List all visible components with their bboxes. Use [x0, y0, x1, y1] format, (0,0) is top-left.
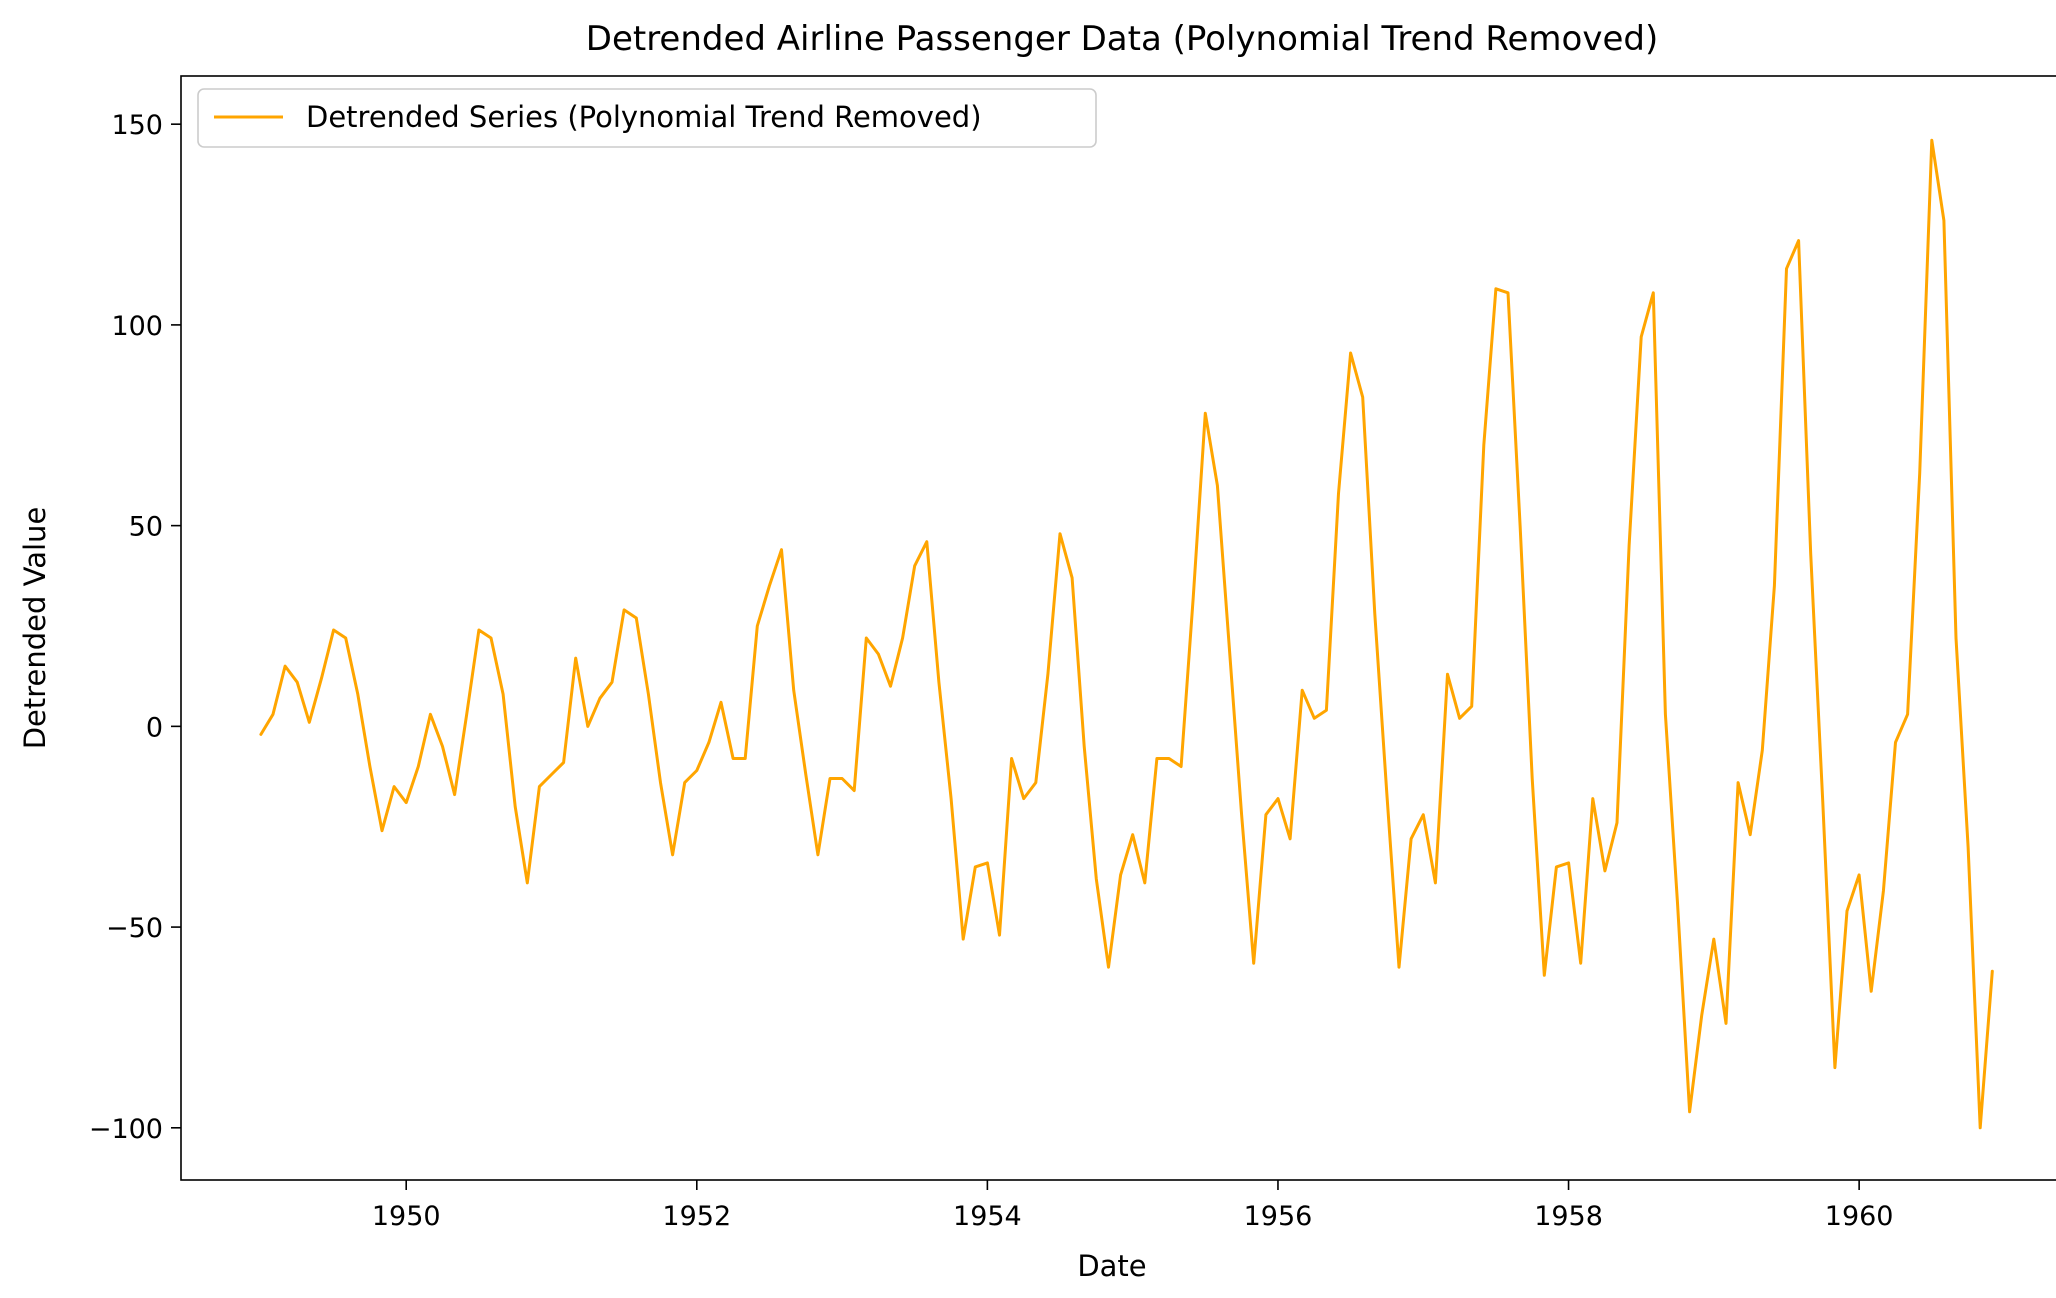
y-tick-label: 0: [146, 712, 163, 743]
x-tick-label: 1956: [1244, 1201, 1313, 1232]
x-tick-label: 1960: [1825, 1201, 1894, 1232]
legend-box: [197, 88, 1097, 148]
series-line: [259, 138, 1994, 1130]
chart-title: Detrended Airline Passenger Data (Polyno…: [586, 19, 1658, 59]
y-tick-label: 50: [129, 512, 163, 543]
x-tick-label: 1950: [372, 1201, 441, 1232]
y-tick-label: 150: [111, 110, 163, 141]
legend-label: Detrended Series (Polynomial Trend Remov…: [306, 100, 982, 134]
y-axis: −100 −50 0 50 100 150: [89, 110, 181, 1145]
y-tick-label: −100: [89, 1114, 163, 1145]
y-tick-label: 100: [111, 311, 163, 342]
x-tick-label: 1952: [662, 1201, 731, 1232]
x-axis-label: Date: [1077, 1249, 1146, 1283]
legend: Detrended Series (Polynomial Trend Remov…: [197, 88, 1097, 148]
y-axis-label: Detrended Value: [18, 507, 52, 750]
y-tick-label: −50: [106, 913, 163, 944]
x-axis: 1950 1952 1954 1956 1958 1960: [372, 1180, 1894, 1232]
plot-area-frame: [180, 75, 2056, 1181]
x-tick-label: 1954: [953, 1201, 1022, 1232]
x-tick-label: 1958: [1534, 1201, 1603, 1232]
